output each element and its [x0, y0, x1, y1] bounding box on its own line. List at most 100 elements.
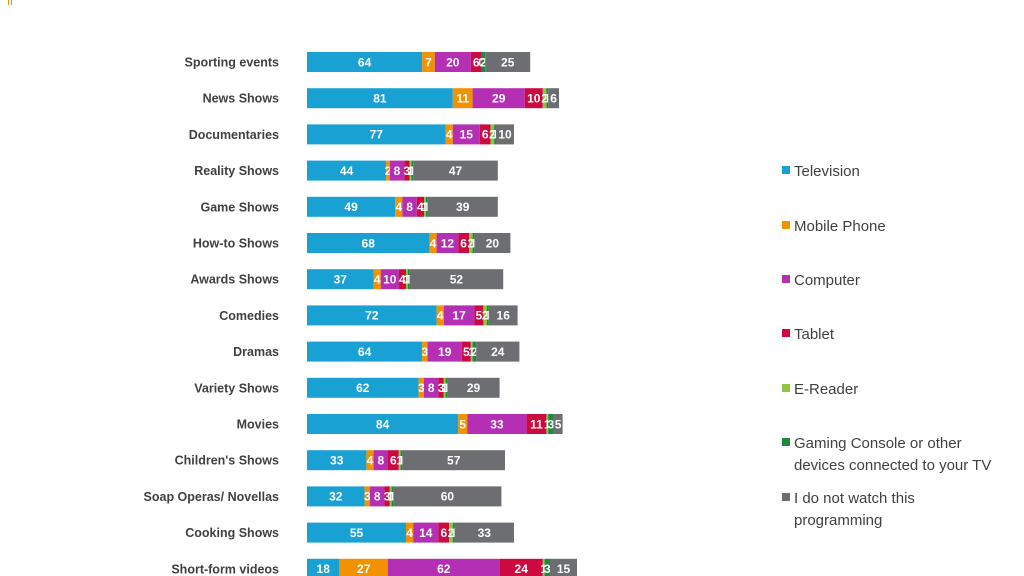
bar-segment-soap-operas-novellas-computer — [370, 486, 385, 507]
data-label-movies-e-reader: 1 — [544, 417, 551, 431]
bar-segment-dramas-e-reader — [470, 341, 473, 362]
data-label-news-shows-e-reader: 2 — [541, 92, 548, 106]
bar-segment-dramas-tablet — [461, 341, 471, 362]
data-label-variety-shows-mobile-phone: 3 — [418, 381, 425, 395]
data-label-comedies-computer: 17 — [452, 309, 466, 323]
data-label-children-s-shows-i-do-not-watch-this-programming: 57 — [447, 454, 461, 468]
legend: Television Mobile Phone Computer Tablet E-Re… — [782, 163, 991, 529]
bar-segment-news-shows-i-do-not-watch-this-programming — [548, 88, 559, 109]
bar-segment-reality-shows-i-do-not-watch-this-programming — [413, 160, 498, 181]
bar-segment-sporting-events-television — [307, 52, 423, 72]
bar-segment-how-to-shows-i-do-not-watch-this-programming — [474, 233, 511, 253]
data-label-news-shows-television: 81 — [373, 92, 387, 106]
bar-segment-variety-shows-television — [307, 377, 419, 398]
bar-segment-movies-tablet — [526, 414, 547, 434]
data-label-soap-operas-novellas-i-do-not-watch-this-programming: 60 — [441, 490, 455, 504]
bar-segment-cooking-shows-gaming-console-or-other-devices-connected-to-your-tv — [452, 522, 455, 543]
bar-segment-short-form-videos-tablet — [499, 558, 543, 576]
data-label-game-shows-i-do-not-watch-this-programming: 39 — [456, 200, 470, 214]
legend-label-television: Television — [794, 163, 860, 180]
data-label-cooking-shows-mobile-phone: 4 — [406, 526, 413, 540]
legend-swatch-i-do-not-watch-this-programming — [782, 493, 790, 501]
data-label-reality-shows-tablet: 3 — [404, 164, 411, 178]
category-label-documentaries: Documentaries — [189, 128, 279, 142]
bar-segment-variety-shows-gaming-console-or-other-devices-connected-to-your-tv — [445, 377, 448, 398]
bar-segment-movies-gaming-console-or-other-devices-connected-to-your-tv — [548, 414, 554, 434]
bar-segment-soap-operas-novellas-i-do-not-watch-this-programming — [393, 486, 502, 507]
bar-segment-game-shows-computer — [402, 196, 417, 217]
data-label-sporting-events-tablet: 6 — [473, 55, 480, 69]
bar-segment-comedies-gaming-console-or-other-devices-connected-to-your-tv — [487, 305, 489, 326]
bar-segment-awards-shows-television — [307, 269, 374, 290]
bar-segment-awards-shows-tablet — [398, 269, 406, 290]
data-label-dramas-e-reader: 1 — [468, 345, 475, 359]
bar-segment-documentaries-computer — [452, 124, 480, 145]
bar-segment-movies-mobile-phone — [458, 414, 468, 434]
bar-segment-dramas-gaming-console-or-other-devices-connected-to-your-tv — [472, 341, 477, 362]
data-label-short-form-videos-e-reader: 1 — [540, 562, 547, 576]
data-label-dramas-gaming-console-or-other-devices-connected-to-your-tv: 2 — [471, 345, 478, 359]
data-label-comedies-mobile-phone: 4 — [437, 309, 444, 323]
data-label-cooking-shows-tablet: 6 — [440, 526, 447, 540]
data-label-variety-shows-e-reader: 1 — [441, 381, 448, 395]
data-label-comedies-e-reader: 2 — [482, 309, 489, 323]
data-label-game-shows-television: 49 — [344, 200, 358, 214]
data-label-how-to-shows-television: 68 — [362, 236, 376, 250]
data-label-documentaries-tablet: 6 — [482, 128, 489, 142]
category-label-dramas: Dramas — [233, 345, 279, 359]
bar-segment-variety-shows-i-do-not-watch-this-programming — [447, 377, 500, 398]
data-label-game-shows-e-reader: 1 — [422, 200, 429, 214]
data-label-short-form-videos-mobile-phone: 27 — [357, 562, 371, 576]
category-label-news-shows: News Shows — [203, 92, 279, 106]
bar-segment-reality-shows-mobile-phone — [386, 160, 390, 181]
data-label-movies-mobile-phone: 5 — [459, 417, 466, 431]
data-label-soap-operas-novellas-tablet: 3 — [384, 490, 391, 504]
data-label-game-shows-computer: 8 — [406, 200, 413, 214]
bar-segment-dramas-computer — [427, 341, 462, 362]
data-label-awards-shows-television: 37 — [334, 273, 348, 287]
data-label-how-to-shows-gaming-console-or-other-devices-connected-to-your-tv: 1 — [470, 236, 477, 250]
data-label-awards-shows-computer: 10 — [383, 273, 397, 287]
data-label-movies-computer: 33 — [490, 417, 504, 431]
data-label-cooking-shows-television: 55 — [350, 526, 364, 540]
bar-segment-documentaries-mobile-phone — [445, 124, 453, 145]
bar-segment-awards-shows-computer — [380, 269, 399, 290]
bar-segment-soap-operas-novellas-mobile-phone — [364, 486, 370, 507]
data-label-cooking-shows-gaming-console-or-other-devices-connected-to-your-tv: 1 — [450, 526, 457, 540]
bar-segment-reality-shows-tablet — [404, 160, 410, 181]
bar-segment-reality-shows-television — [307, 160, 387, 181]
category-label-children-s-shows: Children's Shows — [175, 454, 279, 468]
bar-segment-game-shows-e-reader — [424, 196, 426, 217]
legend-label-gaming-console-or-other-devices-connected-to-your-tv-line1: Gaming Console or other — [794, 435, 962, 452]
data-label-news-shows-tablet: 10 — [527, 92, 541, 106]
bar-segment-children-s-shows-computer — [373, 450, 388, 471]
data-label-news-shows-mobile-phone: 11 — [456, 92, 469, 106]
data-label-short-form-videos-computer: 62 — [437, 562, 451, 576]
bar-segment-documentaries-i-do-not-watch-this-programming — [496, 124, 514, 145]
bar-segment-children-s-shows-gaming-console-or-other-devices-connected-to-your-tv — [400, 450, 403, 471]
data-label-news-shows-gaming-console-or-other-devices-connected-to-your-tv: 1 — [544, 92, 551, 106]
category-label-game-shows: Game Shows — [201, 200, 280, 214]
bar-segment-comedies-mobile-phone — [436, 305, 444, 326]
data-label-dramas-television: 64 — [358, 345, 372, 359]
category-label-short-form-videos: Short-form videos — [171, 562, 279, 576]
bar-segment-cooking-shows-i-do-not-watch-this-programming — [454, 522, 514, 543]
data-label-soap-operas-novellas-mobile-phone: 3 — [364, 490, 371, 504]
bar-segment-how-to-shows-e-reader — [469, 233, 473, 253]
data-label-dramas-mobile-phone: 3 — [422, 345, 429, 359]
data-label-sporting-events-computer: 20 — [446, 55, 460, 69]
data-label-dramas-computer: 19 — [438, 345, 452, 359]
data-label-reality-shows-e-reader: 1 — [407, 164, 414, 178]
bar-segment-cooking-shows-computer — [413, 522, 439, 543]
data-label-comedies-television: 72 — [365, 309, 379, 323]
corner-mark — [8, 0, 12, 5]
data-label-documentaries-mobile-phone: 4 — [446, 128, 453, 142]
bar-segment-news-shows-e-reader — [542, 88, 547, 109]
data-label-children-s-shows-gaming-console-or-other-devices-connected-to-your-tv: 1 — [398, 454, 405, 468]
bar-segment-comedies-e-reader — [483, 305, 487, 326]
data-label-reality-shows-i-do-not-watch-this-programming: 47 — [449, 164, 463, 178]
bar-segment-soap-operas-novellas-television — [307, 486, 365, 507]
bar-segment-how-to-shows-gaming-console-or-other-devices-connected-to-your-tv — [472, 233, 475, 253]
bar-segment-awards-shows-gaming-console-or-other-devices-connected-to-your-tv — [407, 269, 410, 290]
bar-segment-cooking-shows-mobile-phone — [406, 522, 414, 543]
